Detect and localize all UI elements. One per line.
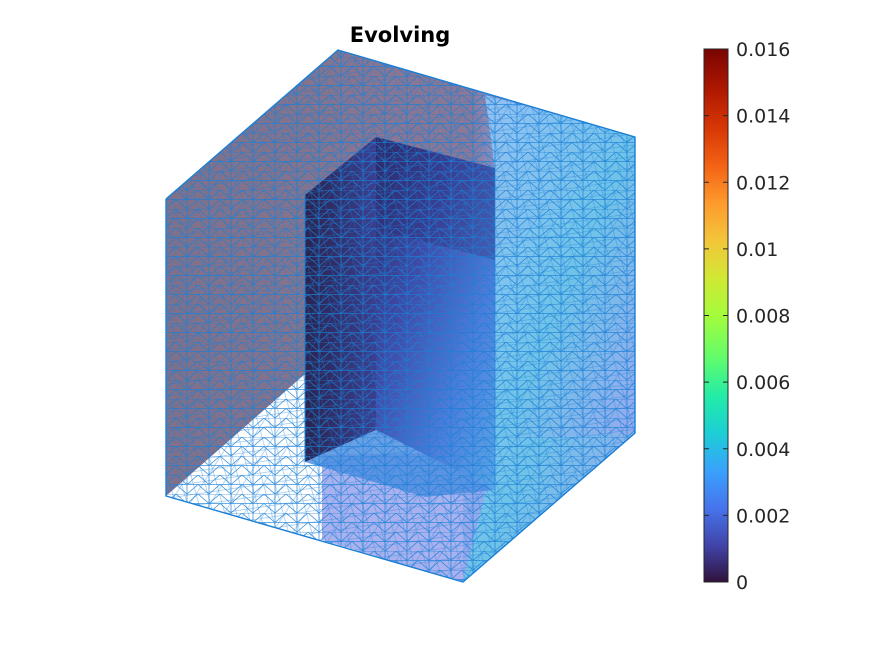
colorbar-ticks: 0 0.002 0.004 0.006 0.008 0.01 0.012 0.014 0.016 <box>704 39 790 594</box>
colorbar-tick-label: 0.012 <box>736 172 790 194</box>
colorbar: 0 0.002 0.004 0.006 0.008 0.01 0.012 0.014 0.016 <box>703 39 790 594</box>
mesh-edges <box>166 50 635 582</box>
colorbar-tick-label: 0.014 <box>736 106 790 128</box>
chart-title: Evolving <box>350 23 451 47</box>
colorbar-tick-label: 0.016 <box>736 39 790 61</box>
colorbar-tick-label: 0.002 <box>736 505 790 527</box>
cube-outline <box>165 49 636 583</box>
colorbar-tick-label: 0.006 <box>736 372 790 394</box>
mesh-body <box>165 49 636 583</box>
colorbar-tick-label: 0.01 <box>736 239 778 261</box>
colorbar-tick-label: 0.004 <box>736 439 790 461</box>
colorbar-tick-label: 0 <box>736 572 748 594</box>
colorbar-tick-label: 0.008 <box>736 306 790 328</box>
